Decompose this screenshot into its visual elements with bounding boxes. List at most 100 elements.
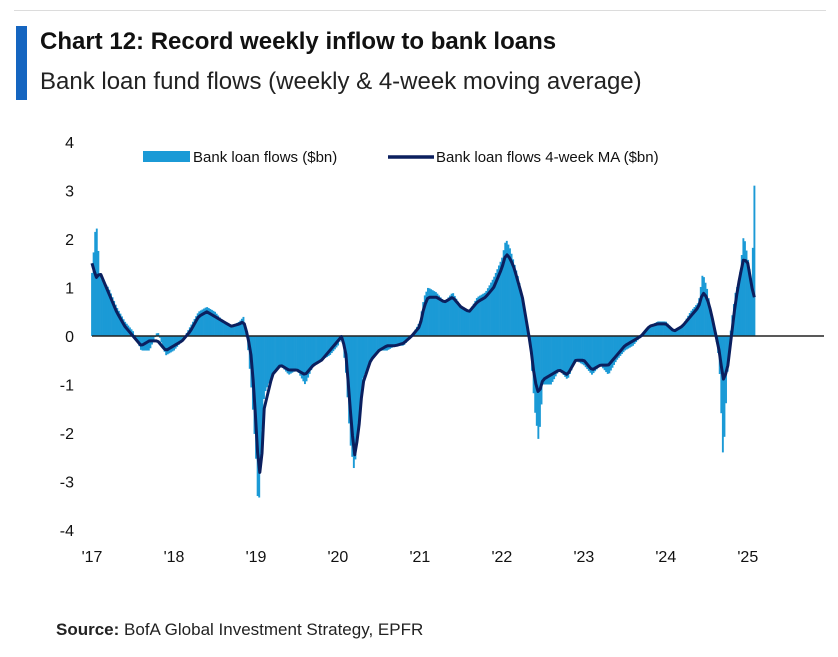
flow-bar [168, 336, 171, 354]
flow-bar [515, 270, 518, 336]
flow-bar [687, 315, 690, 336]
flow-bar [368, 336, 371, 363]
flow-bar [288, 336, 291, 375]
flow-bar [423, 295, 426, 336]
flow-bar [266, 336, 269, 388]
flow-bar [474, 300, 477, 336]
y-tick-label: 0 [65, 329, 74, 346]
flow-bar [304, 336, 306, 385]
flow-bar [292, 336, 295, 372]
flow-bar [179, 336, 182, 344]
flow-bar [567, 336, 570, 378]
y-tick-label: 3 [65, 184, 74, 201]
flow-bar [706, 288, 709, 336]
flow-bar [460, 306, 463, 336]
flow-bar [679, 327, 682, 336]
flow-bar [398, 336, 401, 346]
flow-bar [378, 336, 381, 351]
flow-bar [736, 287, 739, 336]
flow-bar [212, 310, 215, 336]
flow-bar [620, 336, 623, 355]
flow-bar [524, 316, 527, 336]
flow-bar [395, 336, 398, 346]
flow-bar [709, 307, 712, 336]
flow-bar [132, 331, 134, 336]
flow-bar [256, 336, 259, 497]
flow-bar [452, 293, 455, 336]
flow-bar [611, 336, 614, 368]
flow-bar [583, 336, 586, 366]
flow-bar [326, 336, 328, 358]
flow-bar [217, 315, 220, 336]
y-axis: 4 3 2 1 0 -1 -2 -3 -4 [60, 135, 74, 540]
flow-bar [579, 336, 582, 364]
y-tick-label: -4 [60, 523, 74, 540]
flow-bar [505, 240, 508, 336]
flow-bar [680, 326, 683, 336]
flow-bar [698, 298, 701, 336]
flow-bar [513, 264, 516, 336]
source-note: Source: BofA Global Investment Strategy,… [56, 620, 423, 640]
flow-bar [449, 295, 451, 336]
flow-bar [598, 336, 601, 366]
flow-bar [702, 277, 705, 336]
flow-bar [693, 307, 696, 336]
flow-bar [199, 310, 202, 336]
x-tick-label: '23 [573, 549, 594, 566]
flow-bar [239, 320, 242, 336]
flow-bar [422, 302, 425, 336]
legend: Bank loan flows ($bn) Bank loan flows 4-… [143, 149, 659, 166]
flow-bar [352, 336, 355, 469]
flow-bar [165, 336, 168, 356]
flow-bar [447, 297, 450, 336]
flow-bar [173, 336, 176, 351]
x-tick-label: '21 [409, 549, 430, 566]
flow-bar [444, 301, 447, 336]
flow-bar [218, 317, 221, 336]
flow-bar [310, 336, 313, 371]
flow-bar [554, 336, 557, 377]
source-label: Source: [56, 620, 120, 639]
flow-bar [747, 259, 750, 336]
flow-bar [177, 336, 180, 345]
flow-bar [155, 333, 158, 336]
flow-bar [233, 324, 235, 336]
flow-bar [278, 336, 281, 367]
flow-bar [427, 287, 429, 336]
flow-bar [389, 336, 392, 349]
flow-bar [509, 248, 511, 336]
flow-bar [475, 298, 478, 336]
flow-bar [94, 231, 97, 336]
flow-bar [116, 308, 119, 336]
flow-bar [550, 336, 552, 385]
flow-bar [479, 295, 481, 336]
flow-bar [285, 336, 287, 372]
flow-bar [676, 329, 679, 336]
flow-bar [196, 313, 199, 336]
flow-bar [231, 325, 234, 336]
flow-bar [485, 290, 488, 336]
flow-bar [609, 336, 612, 371]
legend-bar-label: Bank loan flows ($bn) [193, 149, 337, 166]
flow-bar [158, 336, 161, 338]
flow-bar [166, 336, 169, 355]
flow-bar [430, 289, 433, 336]
flow-bar [507, 244, 510, 336]
flow-bar [222, 321, 224, 336]
flow-bar [379, 336, 382, 351]
flow-bar [160, 336, 163, 343]
flow-bar [321, 336, 324, 360]
flow-bar [138, 336, 141, 347]
flow-bar [121, 316, 123, 336]
flow-bar [557, 336, 560, 371]
flow-bar [180, 336, 183, 342]
flow-bar [512, 259, 515, 336]
flow-bar [311, 336, 314, 367]
flow-bar [291, 336, 294, 373]
flow-bar [682, 324, 685, 336]
flow-bar [594, 336, 597, 372]
flow-bar [502, 250, 505, 336]
flow-bar [242, 316, 245, 336]
flow-bar [456, 301, 459, 336]
flow-bar [650, 324, 653, 336]
